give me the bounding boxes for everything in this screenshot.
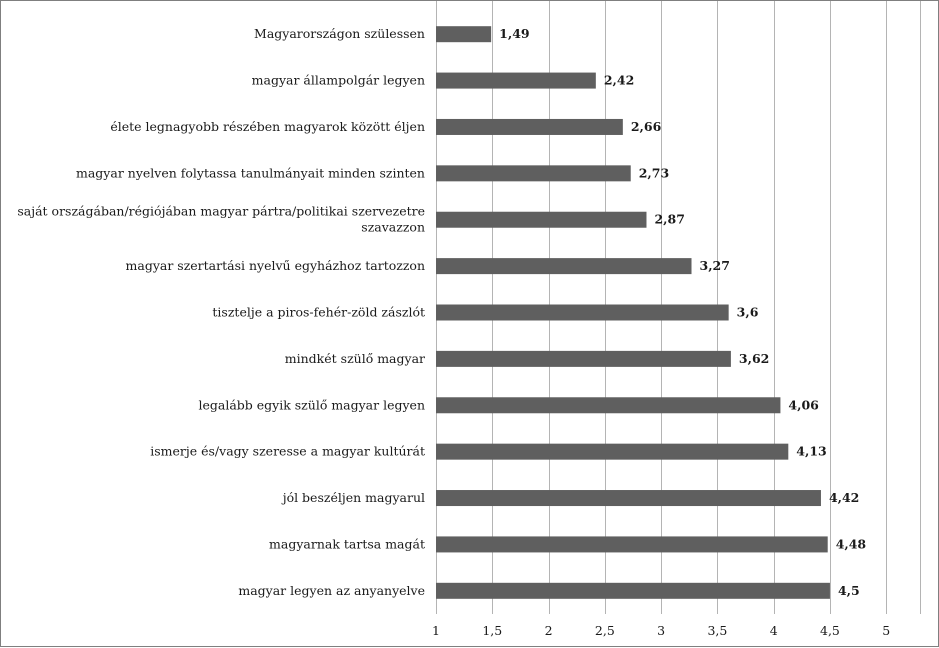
data-label: 4,42 — [829, 490, 859, 505]
category-label-line: élete legnagyobb részében magyarok közöt… — [110, 119, 425, 134]
data-label: 3,27 — [700, 258, 730, 273]
data-label: 1,49 — [499, 26, 529, 41]
bar — [436, 304, 729, 321]
x-tick-label: 4 — [770, 623, 778, 638]
x-tick-label: 5 — [882, 623, 890, 638]
bar — [436, 350, 731, 367]
category-label-line: mindkét szülő magyar — [285, 351, 425, 366]
bars — [436, 26, 830, 599]
bar — [436, 582, 830, 599]
category-label-line: Magyarországon szülessen — [254, 26, 425, 41]
data-label: 3,6 — [737, 305, 759, 320]
data-label: 4,06 — [788, 397, 819, 412]
category-label: saját országában/régiójában magyar pártr… — [17, 204, 425, 235]
category-label: magyar legyen az anyanyelve — [238, 583, 425, 598]
x-tick-label: 2 — [545, 623, 553, 638]
category-label-line: magyar állampolgár legyen — [252, 73, 425, 88]
category-label-line: magyar szertartási nyelvű egyházhoz tart… — [126, 258, 425, 273]
category-labels: Magyarországon szülessen magyar állampolg… — [17, 26, 425, 598]
category-label: legalább egyik szülő magyar legyen — [198, 397, 425, 412]
x-tick-label: 4,5 — [820, 623, 840, 638]
category-label: Magyarországon szülessen — [254, 26, 425, 41]
value-labels: 1,49 2,42 2,66 2,73 2,87 3,27 3,6 3,62 4,06 4,13 4… — [499, 26, 866, 598]
category-label: élete legnagyobb részében magyarok közöt… — [110, 119, 425, 134]
bar — [436, 72, 596, 89]
data-label: 4,5 — [838, 583, 860, 598]
category-label: ismerje és/vagy szeresse a magyar kultúr… — [150, 444, 425, 459]
x-tick-label: 2,5 — [595, 623, 615, 638]
category-label: magyarnak tartsa magát — [269, 536, 425, 551]
x-axis-tick-labels: 1 1,5 2 2,5 3 3,5 4 4,5 5 — [432, 623, 890, 638]
x-tick-label: 1 — [432, 623, 440, 638]
data-label: 2,73 — [639, 165, 669, 180]
bar — [436, 118, 623, 135]
bar — [436, 26, 492, 43]
data-label: 4,48 — [836, 536, 867, 551]
data-label: 4,13 — [796, 444, 826, 459]
category-label-line: magyarnak tartsa magát — [269, 536, 425, 551]
x-tick-label: 1,5 — [482, 623, 502, 638]
category-label: tisztelje a piros-fehér-zöld zászlót — [212, 305, 425, 320]
x-tick-label: 3,5 — [707, 623, 727, 638]
x-tick-label: 3 — [657, 623, 665, 638]
category-label-line: legalább egyik szülő magyar legyen — [198, 397, 425, 412]
category-label-line: jól beszéljen magyarul — [281, 490, 425, 505]
category-label: jól beszéljen magyarul — [281, 490, 425, 505]
category-label-line: saját országában/régiójában magyar pártr… — [17, 204, 425, 219]
data-label: 2,42 — [604, 73, 634, 88]
category-label-line: magyar nyelven folytassa tanulmányait mi… — [76, 165, 425, 180]
category-label: magyar nyelven folytassa tanulmányait mi… — [76, 165, 425, 180]
bar — [436, 165, 631, 182]
bar — [436, 443, 789, 460]
bar — [436, 490, 821, 507]
category-label-line: magyar legyen az anyanyelve — [238, 583, 425, 598]
category-label: magyar állampolgár legyen — [252, 73, 425, 88]
category-label: mindkét szülő magyar — [285, 351, 425, 366]
bar — [436, 258, 692, 275]
bar — [436, 536, 828, 553]
category-label-line: ismerje és/vagy szeresse a magyar kultúr… — [150, 444, 425, 459]
data-label: 2,87 — [654, 212, 684, 227]
category-label-line: szavazzon — [361, 220, 425, 235]
category-label: magyar szertartási nyelvű egyházhoz tart… — [126, 258, 425, 273]
data-label: 3,62 — [739, 351, 769, 366]
category-label-line: tisztelje a piros-fehér-zöld zászlót — [212, 305, 425, 320]
data-label: 2,66 — [631, 119, 662, 134]
bar — [436, 211, 647, 228]
bar — [436, 397, 781, 414]
